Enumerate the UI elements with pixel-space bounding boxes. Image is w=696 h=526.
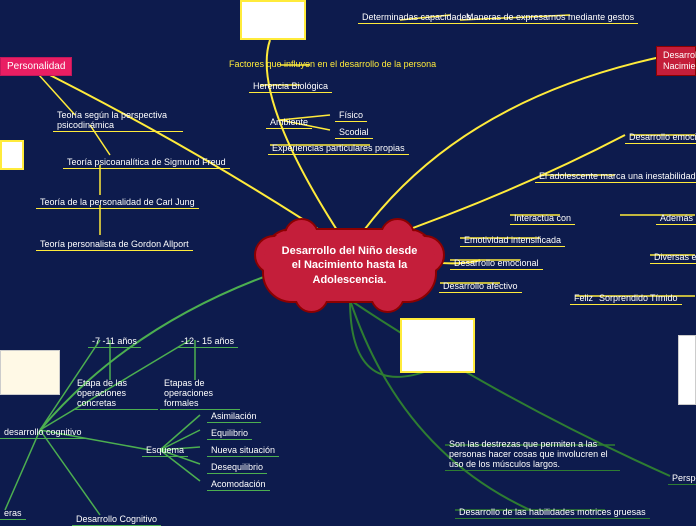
teoria-psico: Teoría según la perspectiva psicodinámic… [53,108,183,132]
desequilibrio: Desequilibrio [207,460,267,474]
nueva-sit: Nueva situación [207,443,279,457]
herencia: Herencia Biológica [249,79,332,93]
adolescente: El adolescente marca una inestabilidad e… [535,169,696,183]
image-placeholder-top [240,0,306,40]
sorprendido: Sorprendido [595,291,652,305]
teoria-allport: Teoría personalista de Gordon Allport [36,237,193,251]
desarrollo-nac-box: Desarrollo Nacimien [656,46,696,76]
anos-7-11: -7 -11 años [88,334,141,348]
emotividad: Emotividad intensificada [460,233,565,247]
central-node: Desarrollo del Niño desde el Nacimiento … [262,228,437,303]
des-emocional: Desarrollo emocional [450,256,543,270]
image-placeholder-right [678,335,696,405]
feliz: Feliz [570,291,597,305]
des-cog-cap: Desarrollo Cognitivo [72,512,161,526]
des-emo-e: Desarrollo emocional e [625,130,696,144]
det-capacidades: Determinadas capacidades [358,10,475,24]
anos-12-15: -12 - 15 años [177,334,238,348]
experiencias: Experiencias particulares propias [268,141,409,155]
ademas: Además po [656,211,696,225]
des-afectivo: Desarrollo afectivo [439,279,522,293]
acomodacion: Acomodación [207,477,270,491]
interactua: Interactúa con [510,211,575,225]
ambiente: Ambiente [266,115,312,129]
diversas: Diversas em [650,250,696,264]
timido: Tímido [646,291,682,305]
equilibrio: Equilibrio [207,426,252,440]
social: Scodial [335,125,373,139]
etapa-concretas: Etapa de las operaciones concretas [73,376,158,410]
image-placeholder-cog [0,350,60,395]
asimilacion: Asimilación [207,409,261,423]
eras: eras [0,506,26,520]
fisico: Físico [335,108,367,122]
personalidad-box: Personalidad [0,57,72,76]
perspec: Perspec [668,471,696,485]
des-habilidades: Desarrollo de las habilidades motrices g… [455,505,650,519]
image-placeholder-mid [400,318,475,373]
maneras-gestos: Maneras de expresarnos mediante gestos [462,10,638,24]
factores: Factores que influyen en el desarrollo d… [225,57,440,71]
des-cognitivo: desarrollo cognitivo [0,425,86,439]
son-destrezas: Son las destrezas que permiten a las per… [445,437,620,471]
etapa-formales: Etapas de operaciones formales [160,376,240,410]
esquema: Esquema [142,443,188,457]
teoria-freud: Teoría psicoanalítica de Sigmund Freud [63,155,230,169]
image-placeholder-left [0,140,24,170]
teoria-jung: Teoría de la personalidad de Carl Jung [36,195,199,209]
